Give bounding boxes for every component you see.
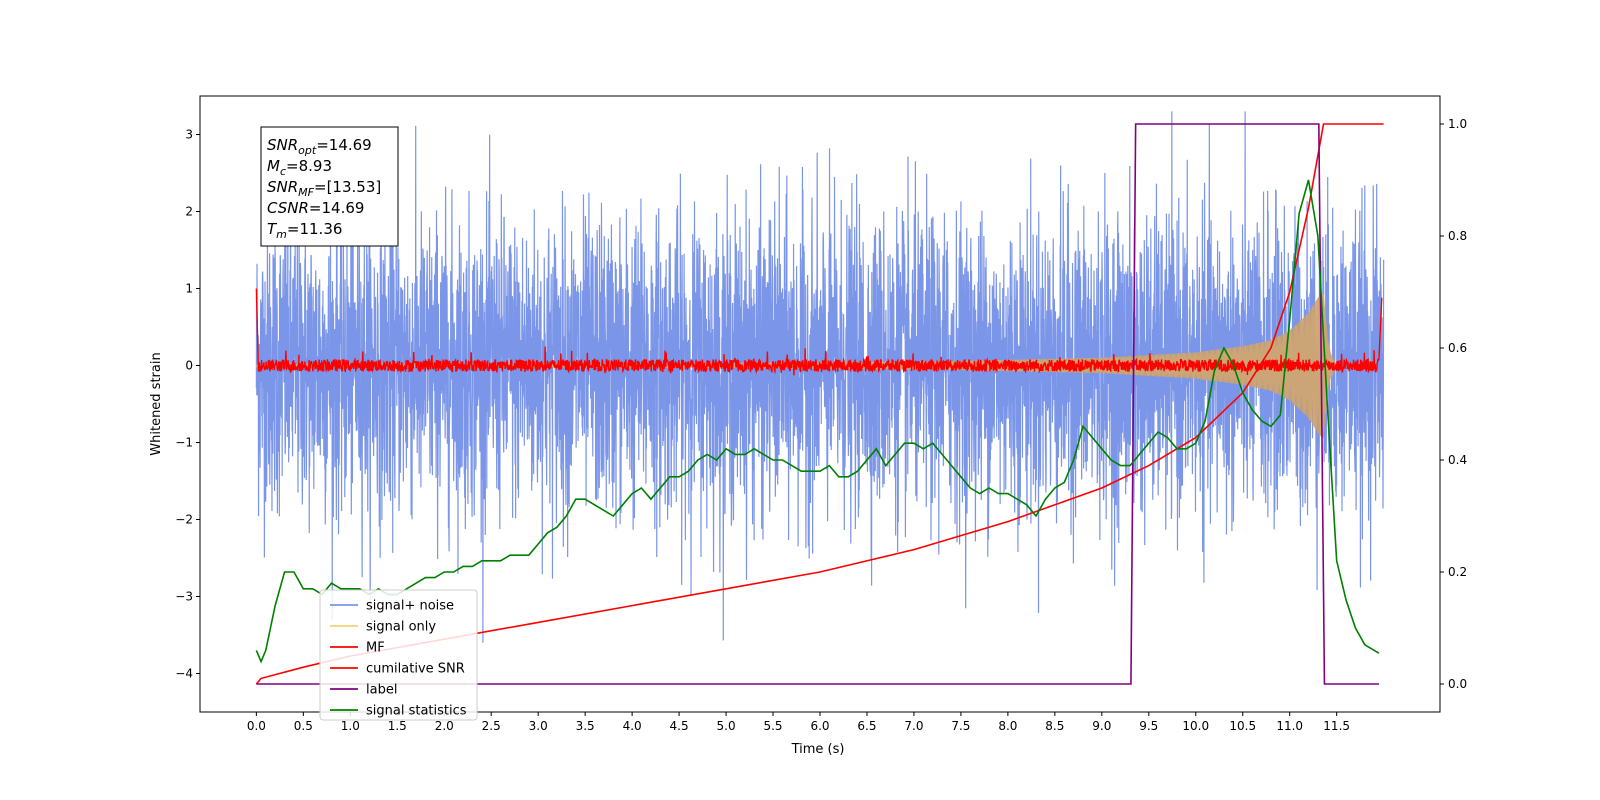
legend-label-signal-only: signal only <box>366 620 436 635</box>
series-signal-statistics <box>255 179 1380 664</box>
x-tick-label: 6.0 <box>810 719 829 733</box>
y-tick-label: −4 <box>175 667 193 681</box>
legend-label-label: label <box>366 683 397 698</box>
x-tick-label: 3.0 <box>529 719 548 733</box>
x-tick-label: 9.5 <box>1139 719 1158 733</box>
x-tick-label: 4.5 <box>670 719 689 733</box>
y-tick-label: −1 <box>175 436 193 450</box>
legend-label-mf: MF <box>366 641 385 656</box>
x-tick-label: 2.5 <box>482 719 501 733</box>
y2-tick-label: 0.2 <box>1448 565 1467 579</box>
x-tick-label: 1.0 <box>341 719 360 733</box>
x-tick-label: 1.5 <box>388 719 407 733</box>
y2-tick-label: 0.6 <box>1448 341 1467 355</box>
annotation-textbox: SNRopt=14.69Mc=8.93SNRMF=[13.53]CSNR=14.… <box>260 126 399 247</box>
y-axis-label: Whitened strain <box>149 352 164 455</box>
x-tick-label: 8.0 <box>998 719 1017 733</box>
series-mf <box>255 288 1383 376</box>
legend-label-signal-noise: signal+ noise <box>366 599 454 614</box>
textbox-line: SNRMF=[13.53] <box>267 178 381 199</box>
y-tick-label: −3 <box>175 590 193 604</box>
legend-label-cumilative-snr: cumilative SNR <box>366 662 465 677</box>
x-tick-label: 10.0 <box>1182 719 1209 733</box>
x-tick-label: 5.5 <box>763 719 782 733</box>
y2-tick-label: 0.0 <box>1448 677 1467 691</box>
x-tick-label: 11.0 <box>1276 719 1303 733</box>
textbox-line: Tm=11.36 <box>267 220 342 241</box>
y-tick-label: 2 <box>185 205 193 219</box>
x-tick-label: 7.5 <box>951 719 970 733</box>
series-label <box>256 123 1379 685</box>
y-tick-label: 3 <box>185 128 193 142</box>
y2-tick-label: 1.0 <box>1448 117 1467 131</box>
x-tick-label: 0.0 <box>247 719 266 733</box>
x-tick-label: 2.0 <box>435 719 454 733</box>
x-tick-label: 8.5 <box>1045 719 1064 733</box>
y-tick-label: 1 <box>185 282 193 296</box>
x-tick-label: 0.5 <box>294 719 313 733</box>
y-tick-label: −2 <box>175 513 193 527</box>
textbox-line: Mc=8.93 <box>267 157 332 178</box>
x-tick-label: 10.5 <box>1229 719 1256 733</box>
x-tick-label: 6.5 <box>857 719 876 733</box>
y2-tick-label: 0.4 <box>1448 453 1467 467</box>
x-tick-label: 11.5 <box>1323 719 1350 733</box>
x-tick-label: 3.5 <box>576 719 595 733</box>
y2-tick-label: 0.8 <box>1448 229 1467 243</box>
x-tick-label: 9.0 <box>1092 719 1111 733</box>
textbox-line: SNRopt=14.69 <box>267 136 372 157</box>
textbox-line: CSNR=14.69 <box>267 199 364 217</box>
x-tick-label: 4.0 <box>623 719 642 733</box>
legend-label-signal-statistics: signal statistics <box>366 704 467 719</box>
legend: signal+ noise signal only MF cumilative SNR… <box>319 589 478 721</box>
x-axis-label: Time (s) <box>791 742 845 757</box>
x-tick-label: 5.0 <box>717 719 736 733</box>
y-tick-label: 0 <box>185 359 193 373</box>
x-tick-label: 7.0 <box>904 719 923 733</box>
